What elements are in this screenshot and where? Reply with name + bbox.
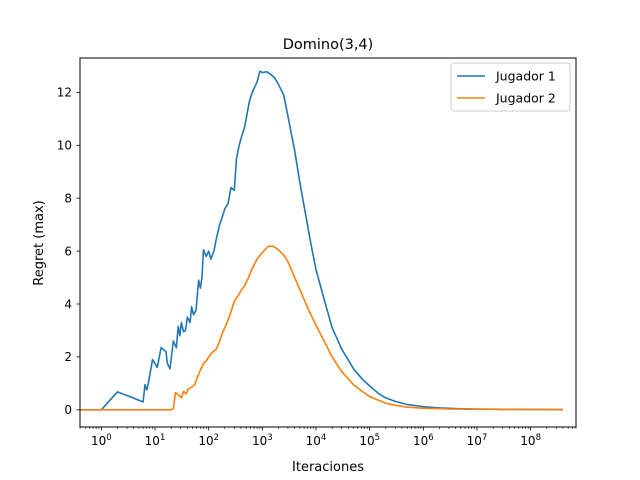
series-line-2 <box>80 245 563 411</box>
legend: Jugador 1 Jugador 2 <box>450 62 571 112</box>
y-tick-label: 4 <box>64 297 72 311</box>
y-tick-label: 12 <box>57 86 72 100</box>
y-axis-ticks: 0 2 4 6 8 10 12 <box>57 86 80 417</box>
x-tick-label: 107 <box>467 433 488 448</box>
x-axis-ticks: 100 101 102 103 104 105 106 107 108 <box>79 427 577 448</box>
y-tick-label: 6 <box>64 244 72 258</box>
y-tick-label: 2 <box>64 350 72 364</box>
series-line-1 <box>80 70 563 411</box>
x-tick-label: 108 <box>520 433 541 448</box>
y-tick-label: 8 <box>64 191 72 205</box>
y-axis-label: Regret (max) <box>32 200 47 285</box>
x-tick-label: 102 <box>198 433 219 448</box>
x-tick-label: 104 <box>306 433 327 448</box>
y-tick-label: 10 <box>57 139 72 153</box>
series-layer <box>80 70 563 411</box>
x-tick-label: 101 <box>145 433 166 448</box>
y-tick-label: 0 <box>64 403 72 417</box>
legend-label-1: Jugador 1 <box>495 69 556 84</box>
x-tick-label: 105 <box>359 433 380 448</box>
x-tick-label: 103 <box>252 433 273 448</box>
plot-frame <box>79 57 577 428</box>
legend-label-2: Jugador 2 <box>495 91 556 106</box>
x-axis-label: Iteraciones <box>292 460 364 475</box>
legend-box <box>450 62 571 112</box>
x-tick-label: 106 <box>413 433 434 448</box>
x-tick-label: 100 <box>91 433 112 448</box>
chart-title: Domino(3,4) <box>283 37 374 53</box>
